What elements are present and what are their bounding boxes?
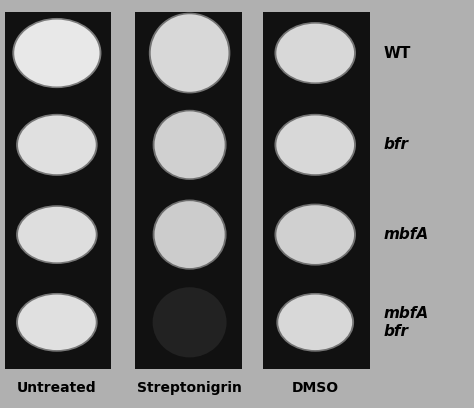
Text: DMSO: DMSO xyxy=(292,381,339,395)
Ellipse shape xyxy=(153,287,227,357)
Ellipse shape xyxy=(155,111,225,178)
Ellipse shape xyxy=(153,200,227,270)
Text: bfr: bfr xyxy=(384,137,409,152)
Ellipse shape xyxy=(274,114,356,176)
Ellipse shape xyxy=(16,114,98,176)
Ellipse shape xyxy=(153,110,227,180)
Ellipse shape xyxy=(276,115,354,174)
Ellipse shape xyxy=(149,13,230,93)
Ellipse shape xyxy=(276,24,354,82)
Ellipse shape xyxy=(278,295,352,350)
Text: Streptonigrin: Streptonigrin xyxy=(137,381,242,395)
Ellipse shape xyxy=(12,18,101,88)
Text: mbfA
bfr: mbfA bfr xyxy=(384,306,429,339)
Text: mbfA: mbfA xyxy=(384,227,429,242)
Ellipse shape xyxy=(16,205,98,264)
Ellipse shape xyxy=(16,293,98,352)
Ellipse shape xyxy=(274,22,356,84)
Ellipse shape xyxy=(274,204,356,266)
Ellipse shape xyxy=(155,201,225,268)
Ellipse shape xyxy=(14,20,100,86)
Ellipse shape xyxy=(276,293,354,352)
Ellipse shape xyxy=(276,205,354,264)
Text: Untreated: Untreated xyxy=(17,381,97,395)
Bar xyxy=(5,12,111,369)
Ellipse shape xyxy=(155,289,225,356)
Bar xyxy=(263,12,370,369)
Ellipse shape xyxy=(18,207,96,262)
Bar xyxy=(135,12,242,369)
Text: WT: WT xyxy=(384,46,411,60)
Ellipse shape xyxy=(18,295,96,350)
Ellipse shape xyxy=(151,14,228,92)
Ellipse shape xyxy=(18,115,96,174)
